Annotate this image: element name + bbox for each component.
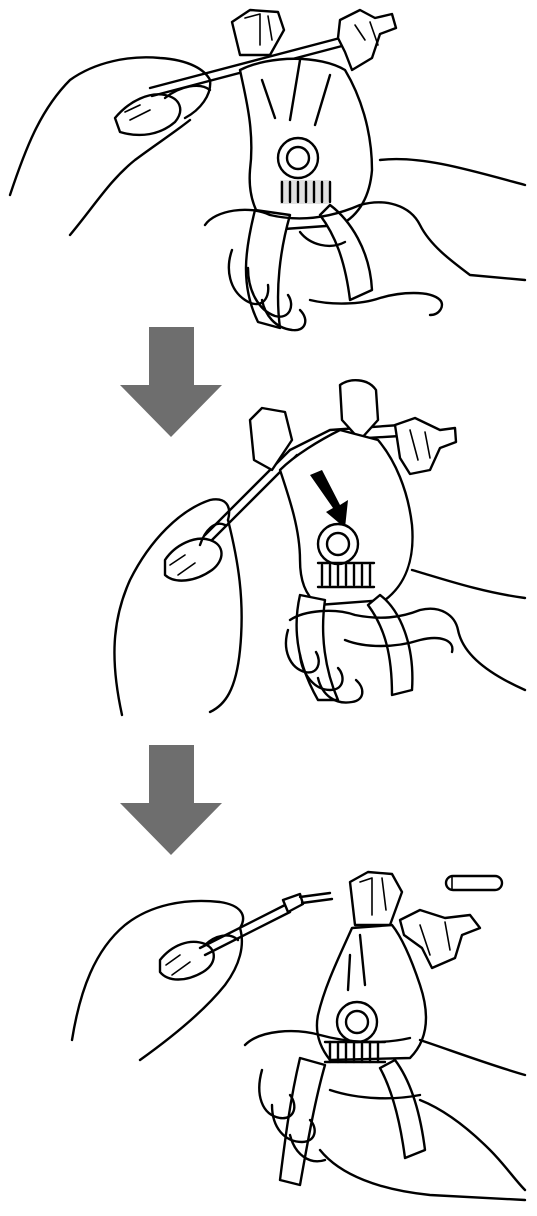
right-hand-icon: [284, 568, 527, 704]
step-1-wire-inserted: [8, 8, 527, 332]
down-arrow-icon: [120, 745, 222, 855]
left-hand-icon: [8, 56, 212, 237]
step-3-insulation-removed: [70, 870, 527, 1202]
right-hand-icon: [243, 1029, 527, 1202]
step-2-squeeze-handles: [113, 379, 527, 717]
left-hand-icon: [113, 498, 243, 717]
wire-icon: [198, 903, 292, 957]
down-arrow-icon: [120, 327, 222, 437]
wire-stripper-icon: [230, 8, 398, 330]
left-hand-icon: [70, 899, 245, 1062]
wire-stripper-icon: [248, 379, 458, 702]
wire-stripper-icon: [278, 870, 482, 1187]
insulation-slug-icon: [444, 874, 504, 892]
motion-arrow-icon: [310, 470, 348, 528]
right-hand-icon: [203, 157, 527, 332]
wire-icon: [203, 448, 299, 542]
